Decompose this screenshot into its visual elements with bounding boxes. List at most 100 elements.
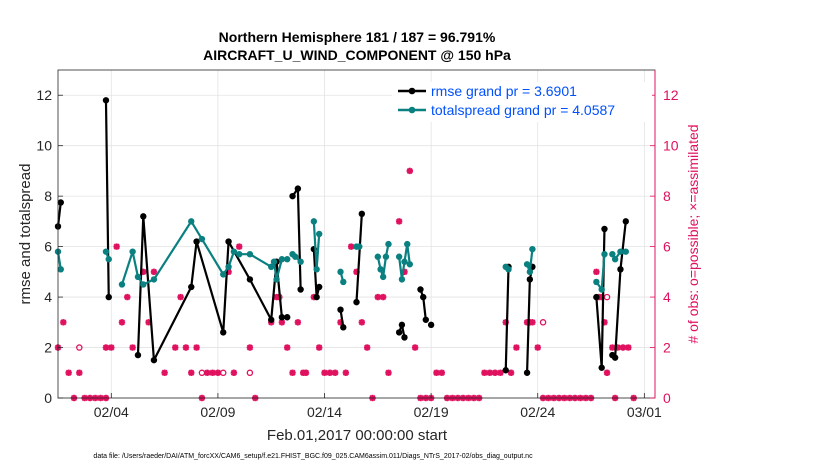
totalspread-point (406, 261, 414, 268)
y-tick-label-left: 2 (44, 340, 52, 356)
y-axis-label-left: rmse and totalspread (17, 164, 34, 305)
y-tick-label-right: 6 (663, 239, 671, 255)
obs-assimilated-marker (76, 369, 83, 376)
rmse-point (134, 351, 142, 359)
rmse-point (188, 283, 195, 291)
totalspread-point (385, 240, 392, 248)
legend-rmse-label: rmse grand pr = 3.6901 (431, 83, 577, 99)
obs-count-markers (54, 167, 637, 402)
rmse-point (401, 334, 408, 341)
data-file-footer: data file: /Users/raeder/DAI/ATM_forcXX/… (93, 453, 533, 460)
totalspread-point (337, 268, 344, 276)
y-tick-label-left: 6 (44, 239, 52, 255)
totalspread-point (284, 256, 291, 263)
totalspread-point (246, 250, 254, 258)
x-tick-label: 02/14 (307, 404, 342, 420)
totalspread-point (292, 253, 299, 260)
y-tick-label-left: 10 (36, 138, 52, 154)
totalspread-point (57, 266, 64, 273)
series-lines (54, 97, 629, 376)
totalspread-point (230, 248, 238, 255)
rmse-point (102, 97, 110, 104)
y-tick-label-left: 4 (44, 289, 52, 305)
rmse-point (315, 283, 323, 291)
totalspread-point (140, 281, 147, 288)
obs-assimilated-marker (284, 344, 291, 351)
obs-possible-marker (246, 369, 254, 377)
obs-assimilated-marker (529, 319, 536, 326)
totalspread-point (268, 263, 275, 270)
plot-background (58, 70, 655, 398)
obs-assimilated-marker (438, 369, 445, 376)
y-tick-label-right: 10 (663, 138, 679, 154)
obs-possible-marker (603, 293, 611, 301)
rmse-point (313, 293, 320, 301)
axis-ticks: 02/04 02/09 02/14 02/19 02/24 03/010246810120… (36, 70, 679, 420)
obs-assimilated-marker (315, 344, 323, 351)
totalspread-point (593, 278, 600, 286)
obs-assimilated-marker (486, 369, 493, 376)
totalspread-point (382, 253, 390, 260)
totalspread-point (404, 240, 411, 248)
rmse-point (246, 276, 254, 283)
obs-assimilated-marker (60, 319, 67, 326)
rmse-point (193, 238, 200, 245)
obs-assimilated-marker (289, 369, 296, 376)
obs-assimilated-marker (363, 344, 371, 351)
rmse-line-segment (56, 202, 62, 227)
rmse-point (617, 266, 624, 273)
totalspread-point (395, 253, 403, 260)
rmse-point (611, 354, 619, 361)
obs-assimilated-marker (182, 344, 190, 351)
rmse-line-segment (104, 100, 110, 298)
totalspread-point (601, 250, 608, 258)
rmse-point (353, 298, 360, 306)
totalspread-point (523, 261, 531, 268)
y-tick-label-left: 8 (44, 188, 52, 204)
rmse-point (427, 321, 435, 329)
obs-possible-marker (198, 369, 206, 377)
rmse-point (395, 329, 403, 336)
obs-assimilated-marker (593, 268, 600, 276)
obs-assimilated-marker (230, 369, 238, 376)
rmse-point (150, 356, 158, 364)
obs-assimilated-marker (625, 344, 632, 351)
legend-spread-marker (408, 106, 416, 114)
rmse-line-segment (355, 213, 363, 303)
obs-assimilated-marker (513, 344, 520, 351)
obs-assimilated-marker (358, 319, 366, 326)
rmse-point (268, 316, 275, 323)
obs-assimilated-marker (379, 293, 387, 301)
totalspread-point (611, 256, 619, 263)
obs-assimilated-marker (246, 344, 254, 351)
totalspread-point (398, 276, 406, 283)
totalspread-point (297, 258, 304, 265)
totalspread-point (529, 245, 536, 253)
y-tick-label-left: 12 (36, 87, 52, 103)
totalspread-point (102, 248, 110, 255)
totalspread-point (310, 218, 318, 225)
x-tick-label: 02/04 (94, 404, 129, 420)
y-tick-label-right: 0 (663, 390, 671, 406)
rmse-point (220, 329, 227, 336)
obs-possible-marker (219, 369, 227, 377)
totalspread-point (617, 248, 624, 255)
rmse-point (57, 199, 64, 206)
obs-assimilated-marker (385, 369, 392, 376)
totalspread-point (273, 276, 280, 283)
rmse-point (526, 276, 534, 283)
obs-assimilated-marker (193, 344, 200, 351)
obs-assimilated-marker (294, 319, 302, 326)
obs-assimilated-marker (411, 344, 419, 351)
totalspread-point (374, 253, 382, 260)
chart-title: Northern Hemisphere 181 / 187 = 96.791% (219, 29, 496, 45)
x-tick-label: 03/01 (627, 404, 662, 420)
totalspread-point (270, 258, 278, 265)
y-axis-label-right: # of obs: o=possible; ×=assimilated (685, 124, 701, 343)
obs-assimilated-marker (603, 369, 611, 376)
obs-assimilated-marker (406, 167, 414, 175)
obs-assimilated-marker (374, 293, 382, 301)
rmse-point (297, 286, 304, 293)
rmse-point (398, 321, 406, 329)
obs-assimilated-marker (65, 369, 72, 376)
